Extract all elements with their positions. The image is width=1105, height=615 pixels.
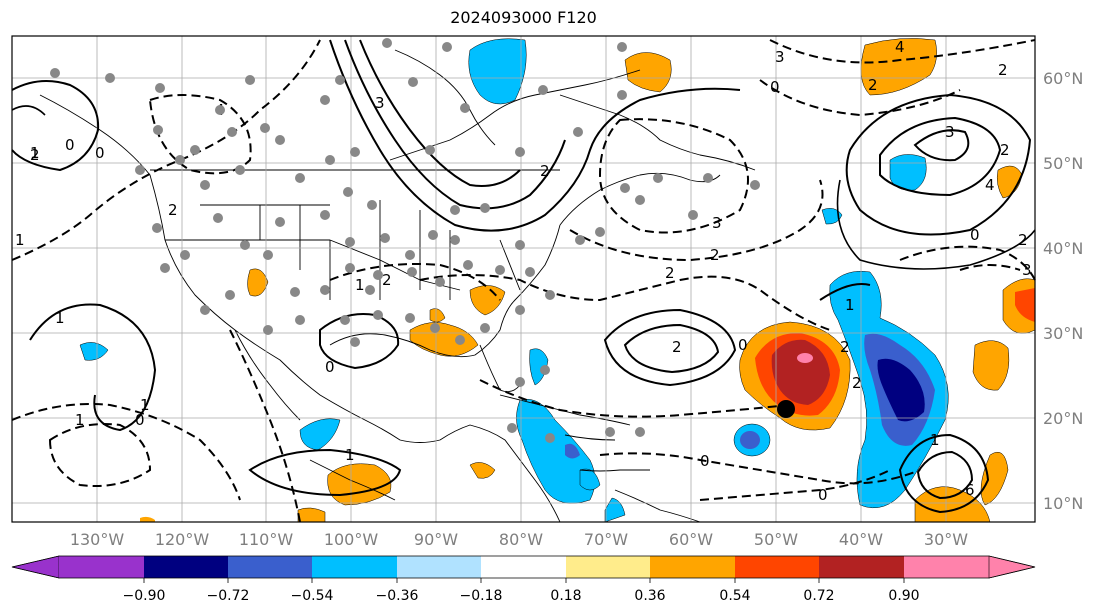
- colorbar-swatch: [144, 556, 228, 578]
- contour-label: 0: [970, 226, 980, 244]
- contour-label: 1: [55, 309, 65, 327]
- colorbar-tick-label: −0.72: [207, 588, 250, 604]
- lat-tick-label: 40°N: [1043, 239, 1083, 258]
- contour-label: 3: [712, 214, 722, 232]
- colorbar-swatch: [59, 556, 144, 578]
- contour-label: 2: [868, 76, 878, 94]
- lon-tick-label: 100°W: [324, 530, 379, 549]
- colorbar-extend-min: [11, 555, 60, 579]
- colorbar-tick-label: −0.18: [460, 588, 503, 604]
- lat-tick-label: 60°N: [1043, 69, 1083, 88]
- contour-label: 0: [700, 452, 710, 470]
- colorbar-tick-label: 0.36: [634, 588, 665, 604]
- lon-tick-label: 130°W: [70, 530, 125, 549]
- contour-label: 1: [75, 411, 85, 429]
- contour-label: 0: [135, 411, 145, 429]
- storm-center-marker: [777, 400, 795, 418]
- contour-label: 2: [852, 374, 862, 392]
- contour-label: 4: [895, 38, 905, 56]
- contour-label: 1: [930, 431, 940, 449]
- lon-tick-label: 30°W: [924, 530, 968, 549]
- lon-tick-label: 60°W: [669, 530, 713, 549]
- contour-label: 2: [665, 264, 675, 282]
- contour-label: 0: [65, 136, 75, 154]
- contour-label: 3: [1022, 261, 1032, 279]
- contour-labels: 1 2 0 1 0 2 4 3 3 2 1 2 3 2 2 1 0 1 0 1 …: [15, 38, 1032, 504]
- contour-label: 0: [818, 486, 828, 504]
- station-dots: [50, 38, 760, 443]
- lat-tick-label: 20°N: [1043, 409, 1083, 428]
- contour-label: 0: [738, 336, 748, 354]
- colorbar-tick-label: −0.90: [123, 588, 166, 604]
- lat-tick-label: 30°N: [1043, 324, 1083, 343]
- colorbar-swatch: [228, 556, 312, 578]
- contour-label: 1: [845, 296, 855, 314]
- lon-tick-label: 40°W: [839, 530, 883, 549]
- contour-label: 1: [140, 396, 150, 414]
- colorbar-swatch: [650, 556, 735, 578]
- lon-tick-label: 70°W: [584, 530, 628, 549]
- contour-label: 3: [375, 94, 385, 112]
- lon-tick-label: 110°W: [239, 530, 294, 549]
- colorbar-swatch: [397, 556, 481, 578]
- contour-label: 3: [775, 48, 785, 66]
- colorbar-swatch: [312, 556, 397, 578]
- contour-label: 0: [770, 78, 780, 96]
- colorbar-tick-label: −0.54: [291, 588, 334, 604]
- colorbar-swatch: [819, 556, 904, 578]
- contour-label: 2: [672, 338, 682, 356]
- lat-tick-label: 10°N: [1043, 494, 1083, 513]
- contour-label: 2: [710, 246, 720, 264]
- contour-label: 1: [15, 231, 25, 249]
- contour-label: 2: [30, 146, 40, 164]
- contour-label: 2: [1000, 141, 1010, 159]
- colorbar-swatch: [904, 556, 989, 578]
- map-title: 2024093000 F120: [450, 8, 597, 27]
- lon-tick-label: 90°W: [414, 530, 458, 549]
- colorbar-tick-label: 0.72: [803, 588, 834, 604]
- contour-label: 1: [30, 144, 40, 162]
- colorbar-swatch: [566, 556, 650, 578]
- lat-tick-label: 50°N: [1043, 154, 1083, 173]
- contour-label: 0: [325, 358, 335, 376]
- colorbar-tick-label: 0.18: [550, 588, 581, 604]
- colorbar-tick-label: 0.90: [888, 588, 919, 604]
- contour-label: 2: [382, 271, 392, 289]
- coastlines: [39, 49, 756, 523]
- contour-label: 4: [985, 176, 995, 194]
- colorbar-swatch: [735, 556, 819, 578]
- lon-tick-label: 120°W: [155, 530, 210, 549]
- contour-label: 1: [345, 446, 355, 464]
- contour-label: 2: [840, 338, 850, 356]
- contour-label: 6: [965, 481, 975, 499]
- colorbar-tick-label: 0.54: [719, 588, 750, 604]
- contour-label: 2: [998, 61, 1008, 79]
- colorbar: −0.90 −0.72 −0.54 −0.36 −0.18 0.18 0.36 …: [11, 555, 1036, 604]
- contour-label: 1: [355, 276, 365, 294]
- longitude-labels: 130°W 120°W 110°W 100°W 90°W 80°W 70°W 6…: [70, 530, 968, 549]
- contour-label: 2: [168, 201, 178, 219]
- colorbar-extend-max: [988, 555, 1036, 579]
- lon-tick-label: 50°W: [754, 530, 798, 549]
- contour-label: 0: [95, 144, 105, 162]
- contours: [11, 39, 1036, 523]
- contour-label: 2: [540, 162, 550, 180]
- latitude-labels: 60°N 50°N 40°N 30°N 20°N 10°N: [1043, 69, 1083, 513]
- contour-label: 2: [1018, 231, 1028, 249]
- contour-label: 3: [945, 123, 955, 141]
- map-frame: [11, 35, 1036, 523]
- colorbar-swatch: [481, 556, 566, 578]
- lon-tick-label: 80°W: [499, 530, 543, 549]
- colorbar-tick-label: −0.36: [376, 588, 419, 604]
